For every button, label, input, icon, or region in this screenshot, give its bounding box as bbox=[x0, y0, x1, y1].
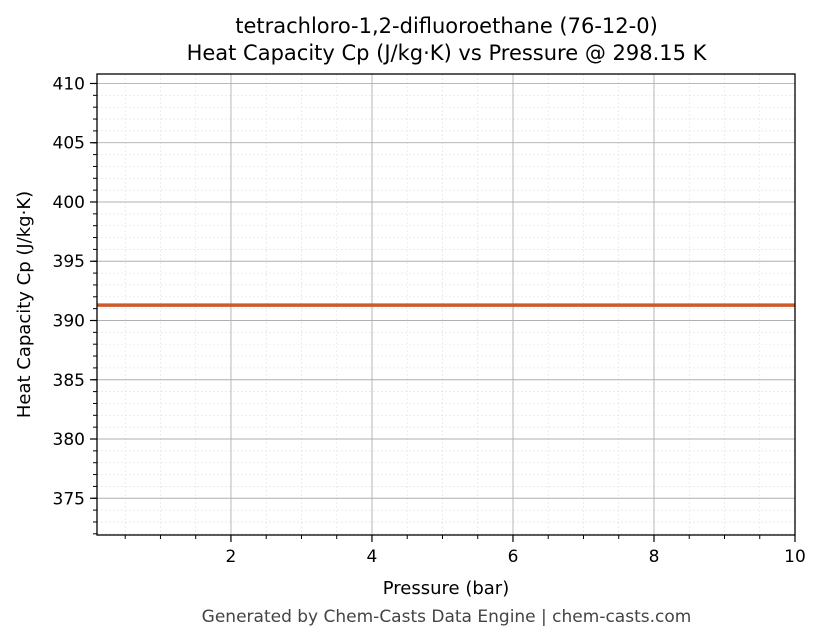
x-tick-label: 10 bbox=[784, 547, 806, 567]
y-tick-label: 410 bbox=[53, 74, 85, 94]
axis-ticks: 2 4 6 8 10 375 380 385 390 395 400 405 410 bbox=[53, 74, 806, 567]
chart-subtitle: Heat Capacity Cp (J/kg·K) vs Pressure @ … bbox=[186, 41, 707, 65]
x-tick-label: 4 bbox=[367, 547, 378, 567]
y-tick-label: 400 bbox=[53, 193, 85, 213]
y-axis-label: Heat Capacity Cp (J/kg·K) bbox=[14, 191, 35, 418]
y-tick-label: 380 bbox=[53, 430, 85, 450]
y-tick-label: 390 bbox=[53, 311, 85, 331]
x-tick-label: 6 bbox=[508, 547, 519, 567]
y-tick-label: 385 bbox=[53, 371, 85, 391]
x-tick-label: 8 bbox=[649, 547, 660, 567]
y-tick-label: 395 bbox=[53, 252, 85, 272]
chart-title: tetrachloro-1,2-difluoroethane (76-12-0) bbox=[235, 14, 658, 38]
x-axis-label: Pressure (bar) bbox=[383, 578, 509, 599]
y-tick-label: 375 bbox=[53, 489, 85, 509]
plot-frame bbox=[96, 73, 796, 536]
x-tick-label: 2 bbox=[226, 547, 237, 567]
footer-credit: Generated by Chem-Casts Data Engine | ch… bbox=[201, 607, 692, 627]
y-tick-label: 405 bbox=[53, 134, 85, 154]
